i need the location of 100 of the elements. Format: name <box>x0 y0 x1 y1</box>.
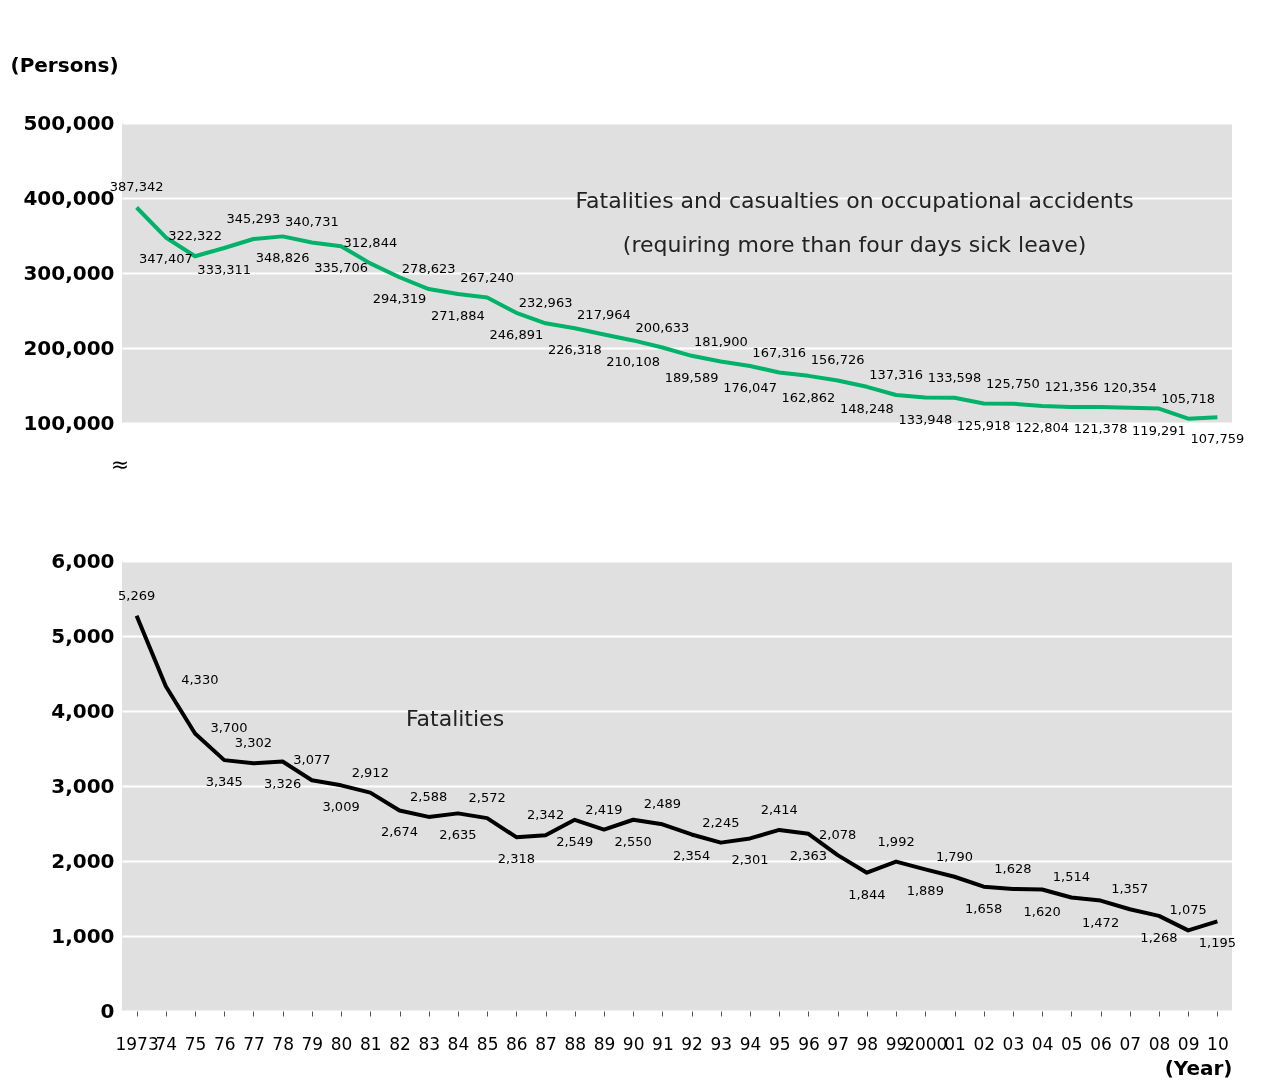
data-label: 2,550 <box>614 833 652 849</box>
data-label: 1,357 <box>1111 881 1149 897</box>
data-label: 3,345 <box>205 774 243 790</box>
text: ≈ <box>110 452 130 477</box>
x-tick-label: 07 <box>1119 1033 1142 1054</box>
x-tick-label: 85 <box>476 1033 499 1054</box>
data-label: 2,078 <box>819 827 857 843</box>
data-label: 2,363 <box>789 847 828 863</box>
data-label: 278,623 <box>401 261 456 277</box>
x-tick-label: 87 <box>535 1033 557 1054</box>
x-tick-label: 97 <box>827 1033 849 1054</box>
data-label: 148,248 <box>839 400 894 416</box>
data-label: 121,356 <box>1044 378 1099 394</box>
data-label: 2,354 <box>673 848 711 864</box>
x-tick-label: 09 <box>1177 1033 1200 1054</box>
x-tick-label: 76 <box>213 1033 236 1054</box>
data-label: 125,918 <box>956 417 1011 433</box>
text: Fatalities <box>405 705 505 731</box>
data-label: 322,322 <box>168 228 222 244</box>
data-label: 2,635 <box>439 827 477 843</box>
x-tick-label: 78 <box>272 1033 294 1054</box>
data-label: 2,489 <box>643 796 681 812</box>
data-label: 2,301 <box>731 852 769 868</box>
data-label: 294,319 <box>372 291 427 307</box>
y-axis-title: (Persons) <box>10 52 119 77</box>
data-label: 2,674 <box>380 824 419 840</box>
data-label: 246,891 <box>489 326 544 342</box>
data-label: 2,318 <box>497 851 535 867</box>
x-tick-label: 82 <box>389 1033 411 1054</box>
data-label: 1,514 <box>1052 869 1090 885</box>
data-label: 2,572 <box>468 790 506 806</box>
data-label: 3,302 <box>234 735 273 751</box>
data-label: 156,726 <box>810 352 865 368</box>
data-label: 2,549 <box>556 833 594 849</box>
data-label: 271,884 <box>431 308 485 324</box>
y-tick-label: 5,000 <box>51 623 115 648</box>
y-tick-label: 500,000 <box>23 110 115 135</box>
data-label: 120,354 <box>1102 379 1157 395</box>
x-tick-label: 96 <box>798 1033 820 1054</box>
y-tick-label: 2,000 <box>51 848 115 873</box>
y-tick-label: 3,000 <box>51 773 115 798</box>
data-label: 226,318 <box>547 342 602 358</box>
y-tick-label: 6,000 <box>51 548 115 573</box>
data-label: 2,588 <box>410 788 448 804</box>
data-label: 1,195 <box>1198 935 1236 951</box>
data-label: 176,047 <box>723 379 777 395</box>
text: Fatalities and casualties on occupational accidents (requiring more than four days sick leave) <box>575 188 1134 257</box>
data-label: 210,108 <box>606 354 661 370</box>
x-tick-label: 02 <box>973 1033 996 1054</box>
data-label: 105,718 <box>1161 390 1216 406</box>
line-series <box>134 613 1220 933</box>
data-label: 189,589 <box>664 369 719 385</box>
data-label: 107,759 <box>1190 431 1245 447</box>
data-label: 1,472 <box>1081 914 1120 930</box>
data-label: 335,706 <box>314 260 368 276</box>
data-label: 347,407 <box>138 251 193 267</box>
y-tick-label: 4,000 <box>51 698 115 723</box>
x-tick-label: 03 <box>1002 1033 1025 1054</box>
x-tick-label: 04 <box>1031 1033 1054 1054</box>
data-label: 1,992 <box>877 833 915 849</box>
data-label: 4,330 <box>181 672 219 688</box>
data-label: 333,311 <box>197 262 252 278</box>
x-tick-label: 92 <box>681 1033 703 1054</box>
x-tick-label: 84 <box>447 1033 470 1054</box>
data-label: 3,009 <box>322 799 360 815</box>
data-label: 312,844 <box>343 235 398 251</box>
x-tick-label: 83 <box>418 1033 441 1054</box>
data-label: 3,326 <box>264 775 302 791</box>
data-label: 340,731 <box>284 214 339 230</box>
data-label: 121,378 <box>1073 420 1128 436</box>
x-tick-label: 75 <box>184 1033 207 1054</box>
data-label: 200,633 <box>635 319 690 335</box>
data-label: 232,963 <box>518 295 573 311</box>
data-label: 345,293 <box>226 211 281 227</box>
data-label: 5,269 <box>118 587 156 603</box>
data-label: 133,598 <box>927 369 982 385</box>
data-label: 167,316 <box>752 344 807 360</box>
data-label: 1,620 <box>1023 903 1061 919</box>
data-label: 125,750 <box>986 375 1040 391</box>
data-label: 1,628 <box>994 860 1032 876</box>
data-label: 267,240 <box>460 269 515 285</box>
data-label: 137,316 <box>869 367 923 383</box>
x-tick-label: 98 <box>856 1033 879 1054</box>
data-label: 181,900 <box>693 333 748 349</box>
data-label: 122,804 <box>1015 419 1070 435</box>
data-label: 2,245 <box>702 814 740 830</box>
data-label: 1,844 <box>848 886 886 902</box>
y-tick-label: 100,000 <box>23 410 115 435</box>
data-label: 2,419 <box>585 801 623 817</box>
x-axis-title: (Year) <box>1164 1055 1233 1080</box>
x-tick-label: 90 <box>622 1033 645 1054</box>
data-label: 1,889 <box>906 883 944 899</box>
x-tick-label: 01 <box>944 1033 966 1054</box>
x-tick-label: 86 <box>506 1033 528 1054</box>
data-label: 1,790 <box>935 848 974 864</box>
x-tick-label: 91 <box>652 1033 674 1054</box>
y-tick-label: 200,000 <box>23 335 115 360</box>
x-tick-label: 06 <box>1090 1033 1112 1054</box>
data-label: 2,912 <box>351 764 389 780</box>
data-label: 162,862 <box>781 389 836 405</box>
